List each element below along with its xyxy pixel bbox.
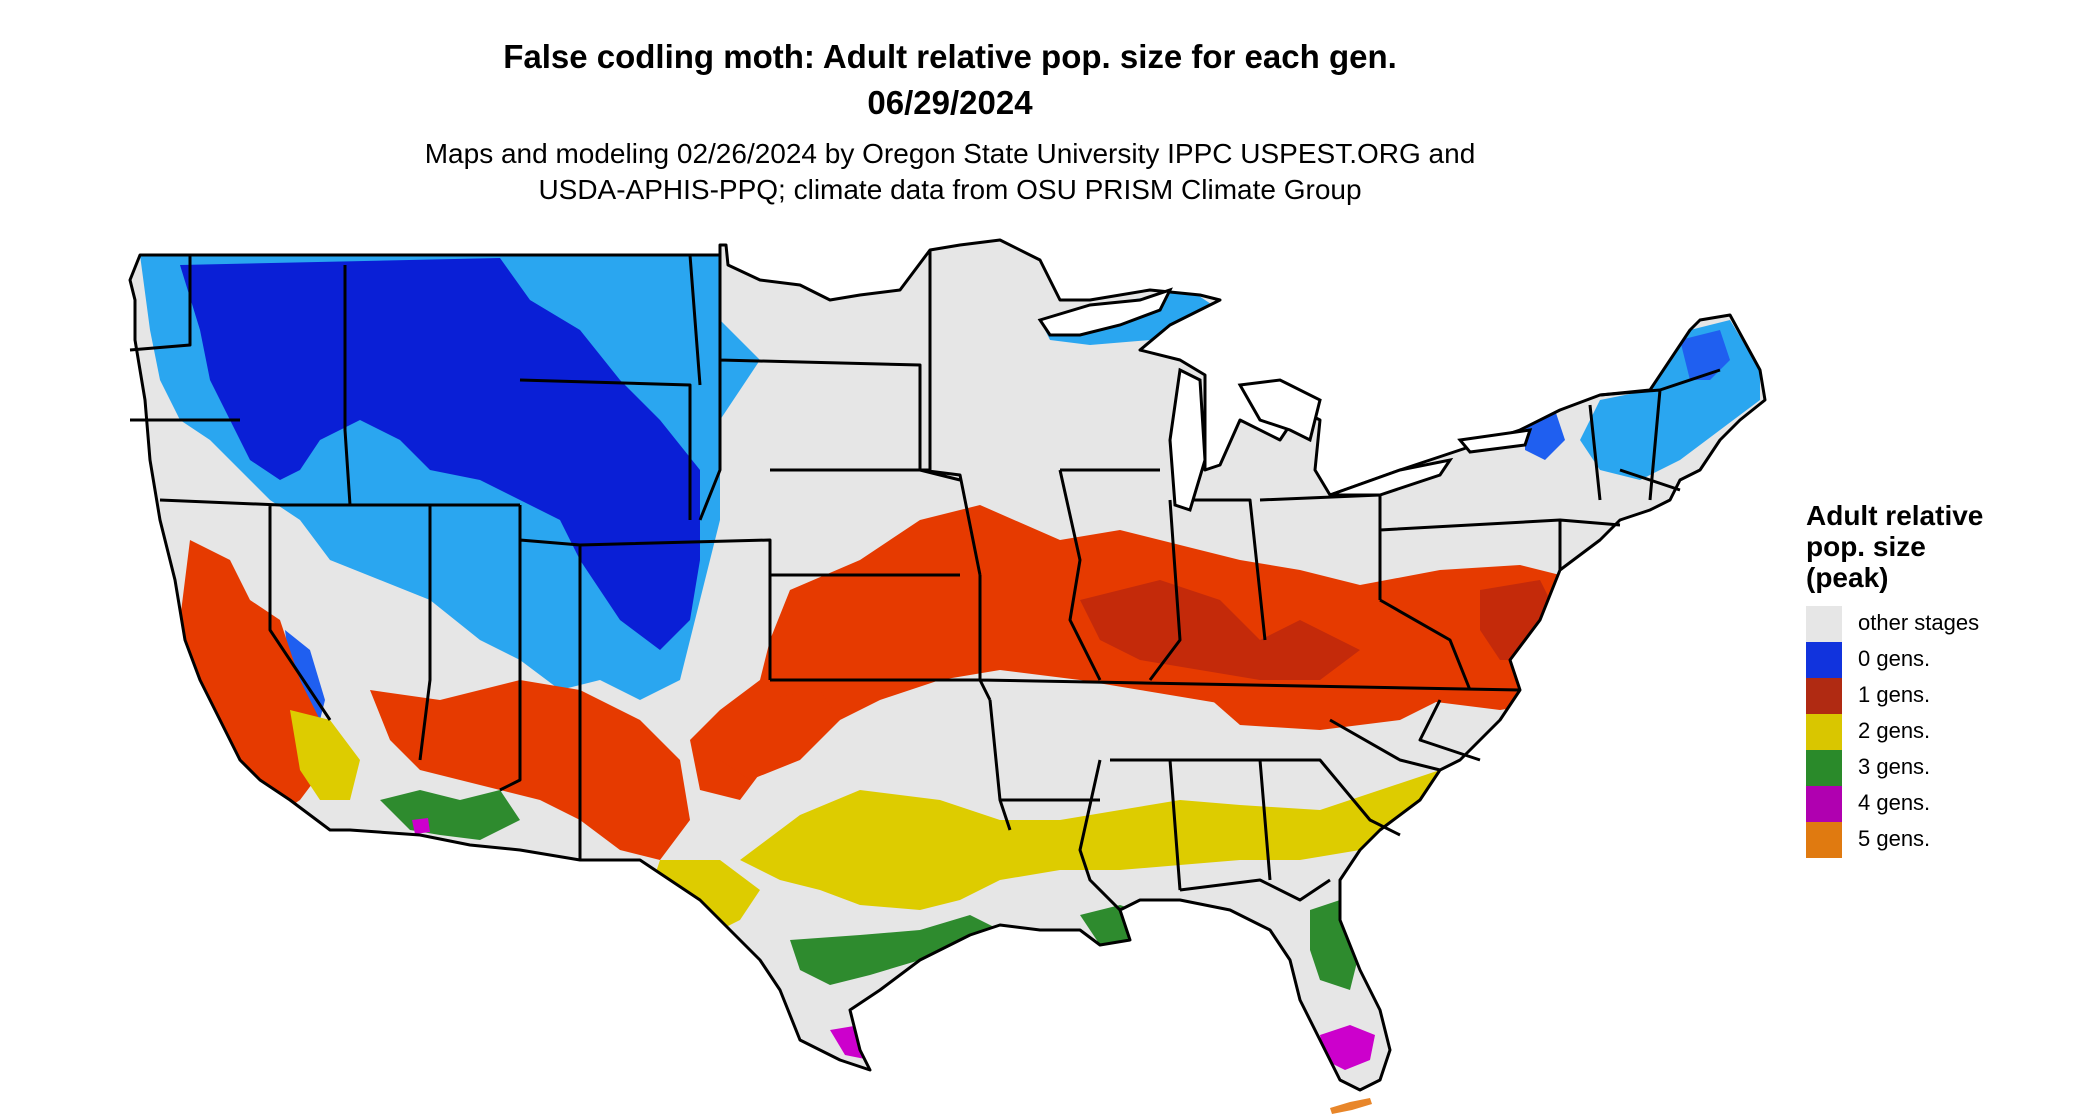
lake-huron [1237,378,1322,443]
legend-label: other stages [1858,610,1980,635]
map-subtitle-line1: Maps and modeling 02/26/2024 by Oregon S… [424,138,1476,169]
great-lakes [1037,287,1533,512]
zone-2-gen-southern-band [740,755,1500,910]
legend-title-line2: pop. size [1806,531,1926,562]
zone-2-gen-socal [290,710,360,800]
legend-swatch [1806,750,1842,786]
zone-1-gen-az-nm [370,680,690,860]
legend-label: 1 gens. [1858,682,1931,707]
lake-erie [1329,457,1454,497]
legend-swatch [1806,822,1842,858]
legend-swatch [1806,678,1842,714]
state-lines [129,250,1721,912]
legend-label: 5 gens. [1858,826,1931,851]
legend-swatch [1806,606,1842,642]
zone-4-gen-south-florida [1320,1025,1375,1070]
lake-superior [1037,287,1173,337]
legend-title-line1: Adult relative [1806,500,1984,531]
zone-1-gen-ohio-valley [1080,580,1360,680]
map-date: 06/29/2024 [867,84,1033,121]
zone-0-gen-maine [1580,320,1760,480]
state-borders [128,238,1767,1092]
legend-title: Adult relative pop. size (peak) [1806,500,2066,593]
legend-title-line3: (peak) [1806,562,1889,593]
zone-1-gen-kansas [720,690,840,780]
legend-label: 3 gens. [1858,754,1931,779]
legend-swatch [1806,786,1842,822]
lake-ontario [1457,428,1533,454]
zone-4-gen-yuma [412,818,430,834]
zone-0-gen-rockies-dark [180,258,700,650]
lake-michigan [1168,367,1207,512]
legend-swatch [1806,642,1842,678]
map-subtitle-line2: USDA-APHIS-PPQ; climate data from OSU PR… [538,174,1362,205]
legend-label: 0 gens. [1858,646,1931,671]
us-outline [128,238,1767,1092]
legend-swatch [1806,714,1842,750]
legend-label: 2 gens. [1858,718,1931,743]
zone-3-gen-texas-coast [790,915,1000,985]
zone-0-gen-maine-dark [1680,330,1730,380]
zone-1-gen-tn [1200,680,1440,730]
generation-zones [140,255,1760,1070]
map-title: False codling moth: Adult relative pop. … [503,38,1397,75]
legend-label: 4 gens. [1858,790,1931,815]
zone-5-gen-florida-keys [1330,1098,1372,1114]
